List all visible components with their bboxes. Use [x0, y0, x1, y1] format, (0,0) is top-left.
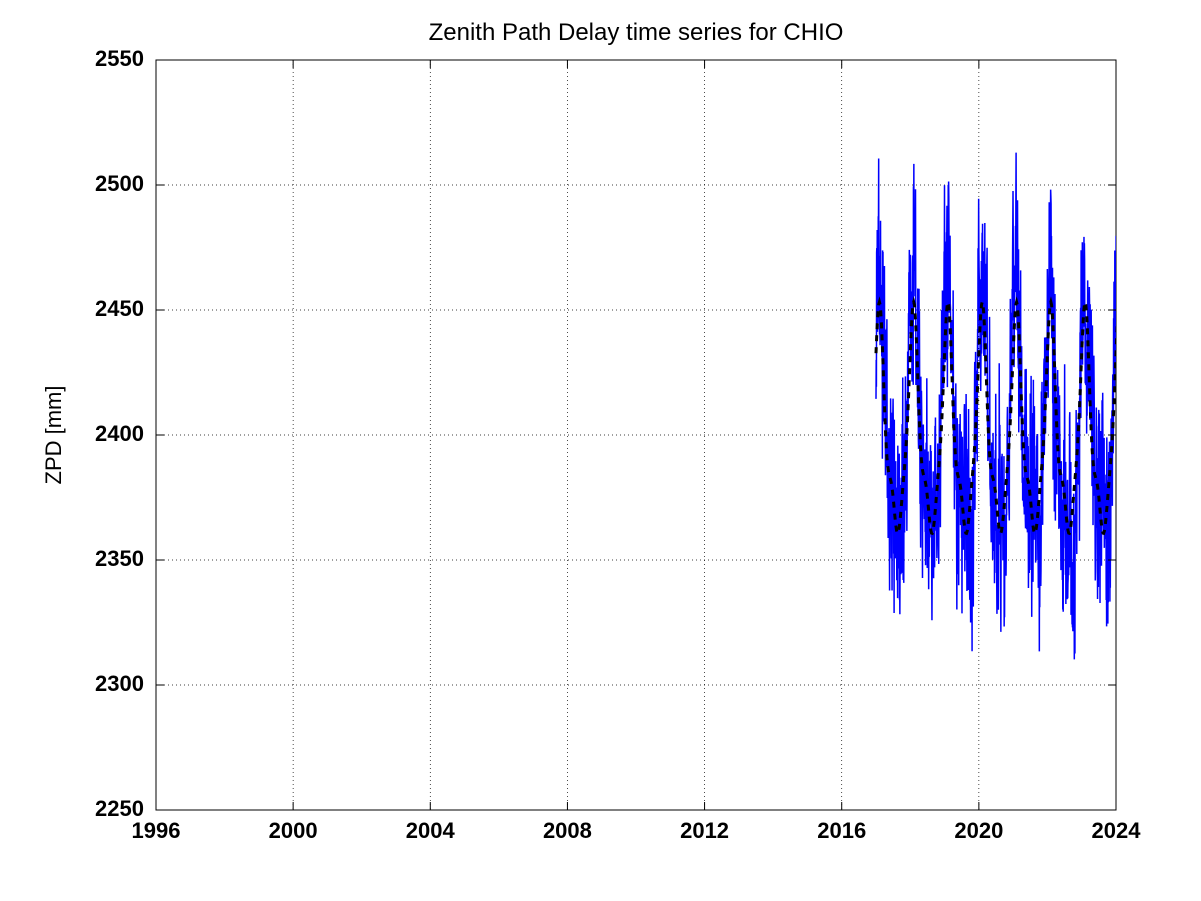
x-tick-label: 2008 [543, 818, 592, 843]
chart-background [0, 0, 1201, 901]
y-tick-label: 2400 [95, 421, 144, 446]
y-tick-label: 2500 [95, 171, 144, 196]
y-tick-label: 2250 [95, 796, 144, 821]
chart-title: Zenith Path Delay time series for CHIO [429, 19, 844, 46]
x-tick-label: 1996 [132, 818, 181, 843]
y-tick-label: 2300 [95, 671, 144, 696]
y-tick-label: 2450 [95, 296, 144, 321]
zpd-timeseries-chart: 1996 2000 2004 2008 2012 2016 2020 2024 2250 230… [0, 0, 1201, 901]
x-tick-label: 2020 [954, 818, 1003, 843]
y-tick-label: 2550 [95, 46, 144, 71]
y-tick-label: 2350 [95, 546, 144, 571]
x-tick-label: 2012 [680, 818, 729, 843]
x-tick-label: 2000 [269, 818, 318, 843]
x-tick-label: 2024 [1092, 818, 1142, 843]
y-axis-label: ZPD [mm] [41, 386, 66, 485]
x-tick-label: 2004 [406, 818, 456, 843]
x-tick-label: 2016 [817, 818, 866, 843]
chart-container: 1996 2000 2004 2008 2012 2016 2020 2024 2250 230… [0, 0, 1201, 901]
